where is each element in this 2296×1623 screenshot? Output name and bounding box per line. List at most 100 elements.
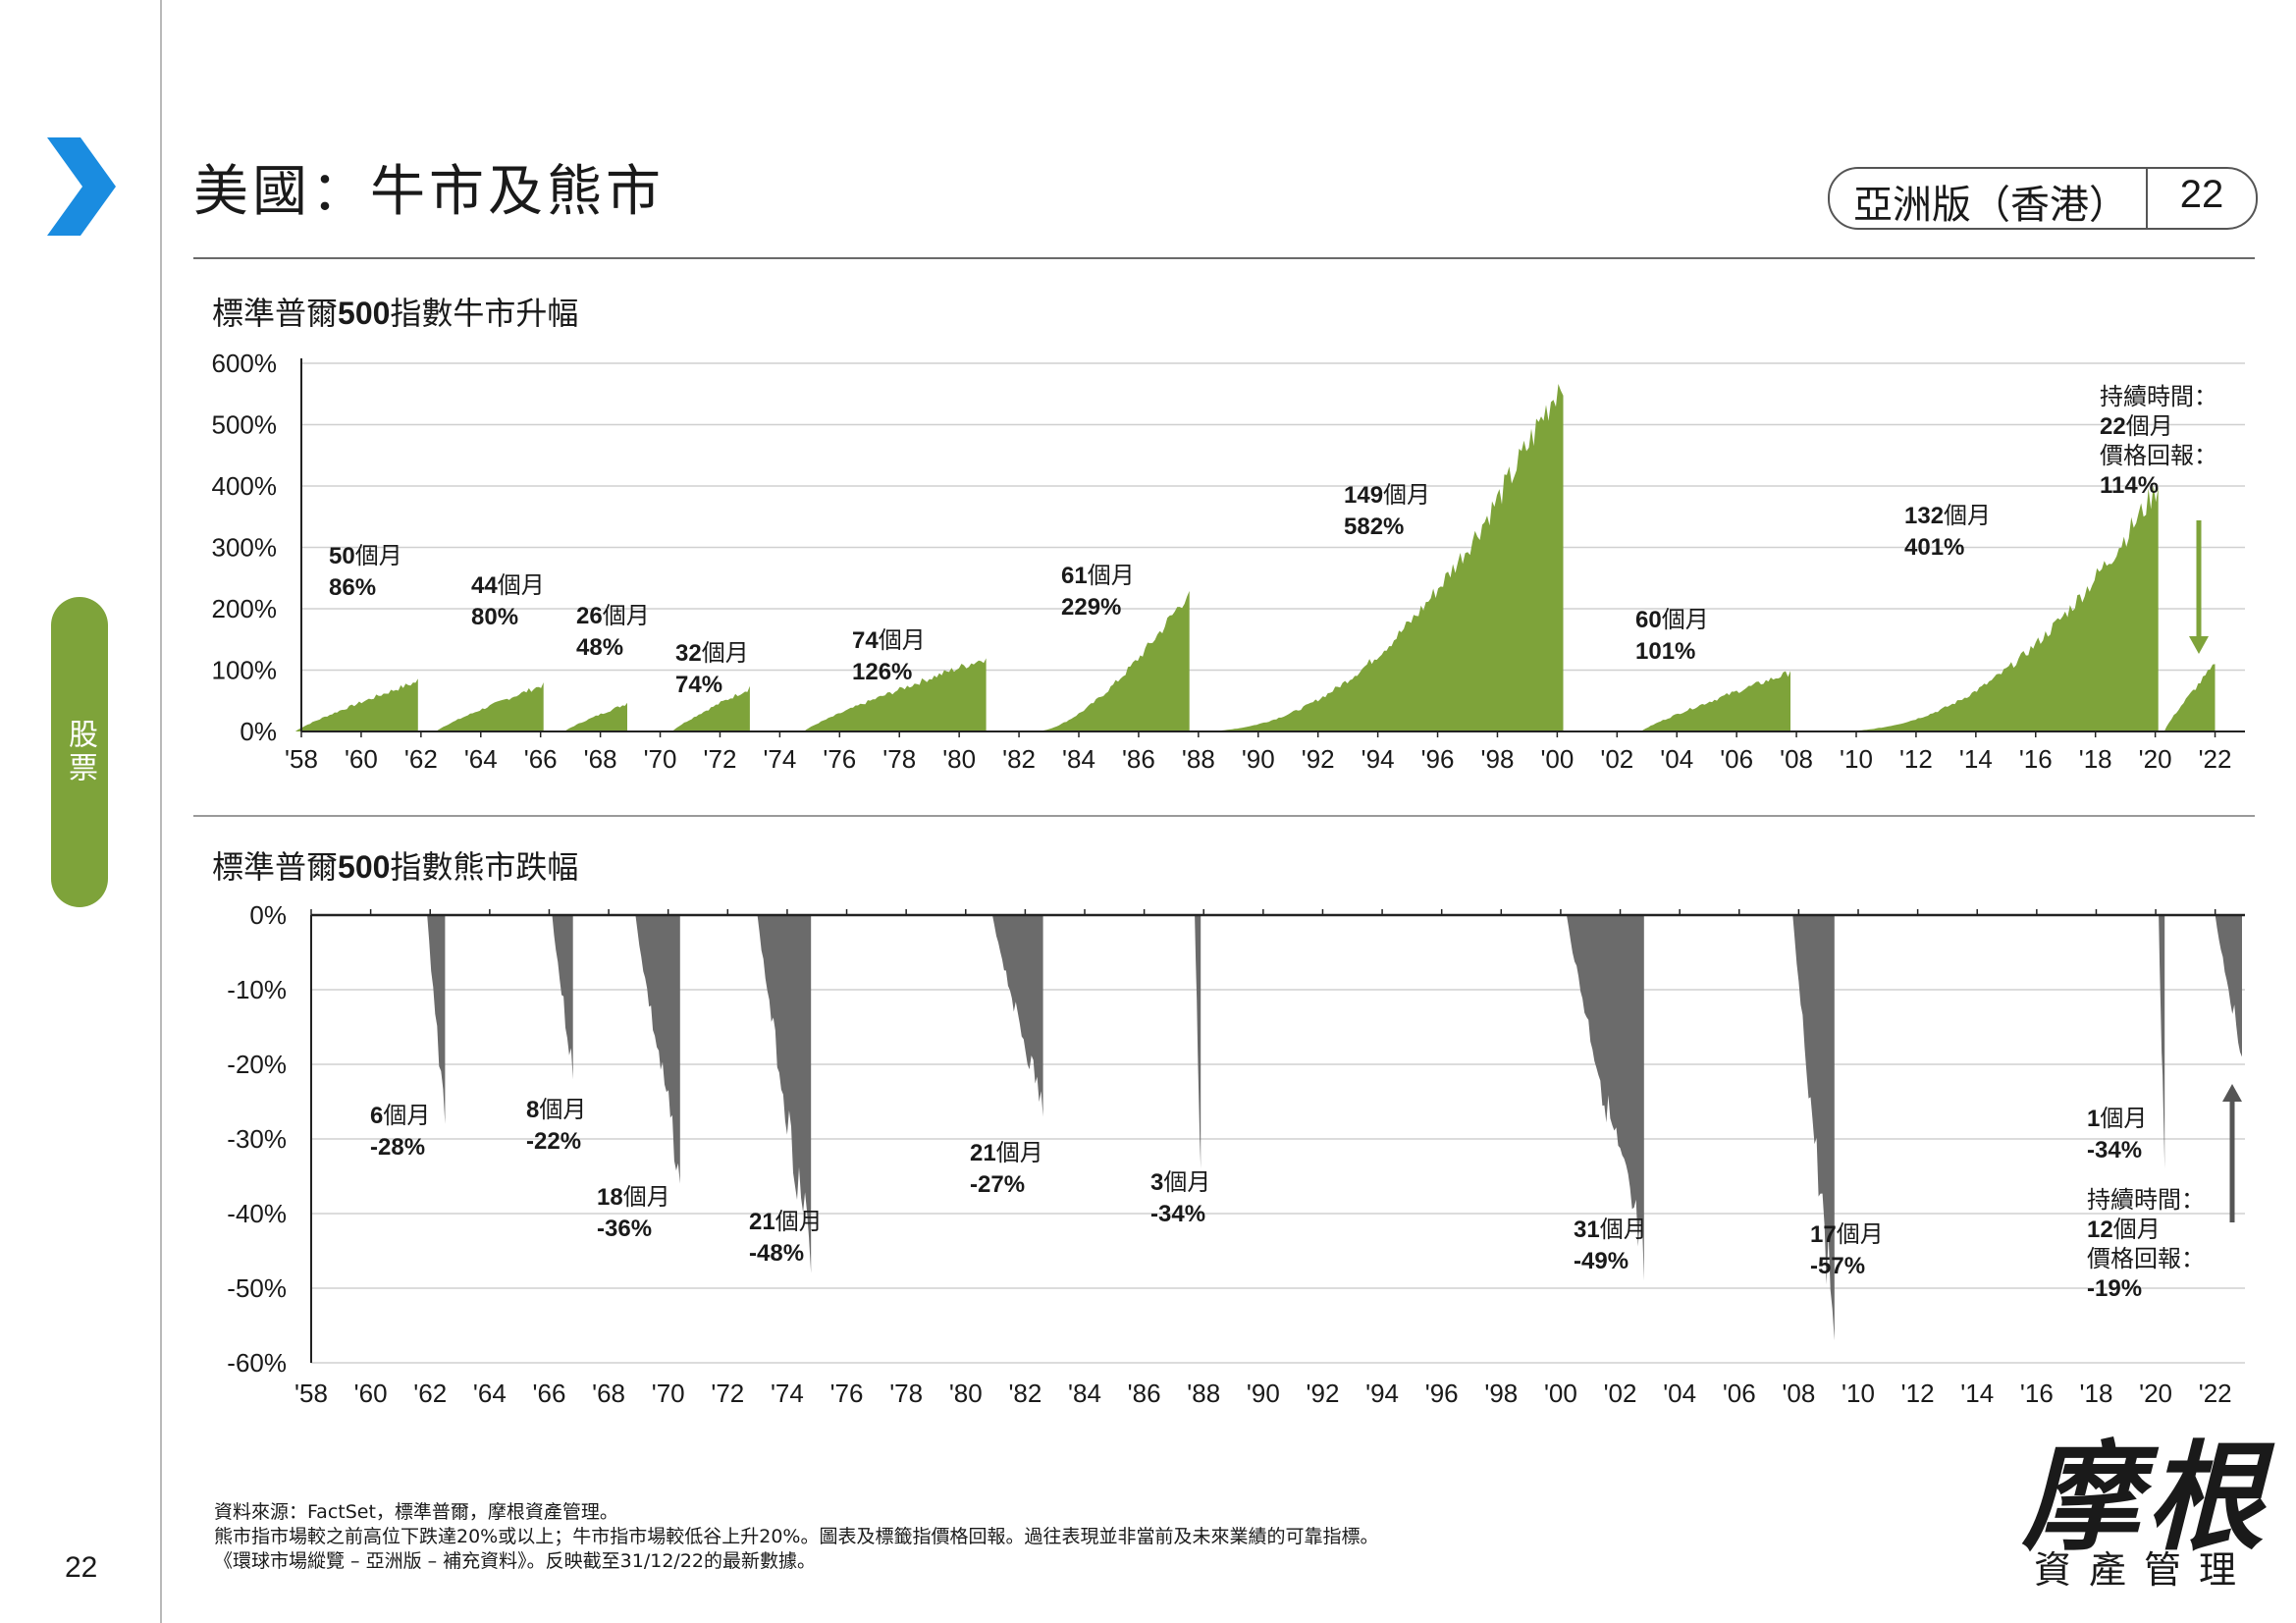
bull-market-area — [1640, 671, 1790, 731]
bear-chart-title: 標準普爾500指數熊市跌幅 — [212, 848, 579, 886]
bear-return-label: -57% — [1810, 1253, 1865, 1279]
bear-return-label: -27% — [970, 1171, 1025, 1198]
x-tick-label: '16 — [2019, 744, 2053, 774]
source-notes: 資料來源：FactSet，標準普爾，摩根資產管理。 熊市指市場較之前高位下跌達2… — [214, 1500, 1378, 1574]
annotation-return-heading: 價格回報： — [2087, 1246, 2205, 1272]
definition-line: 熊市指市場較之前高位下跌達20%或以上；牛市指市場較低谷上升20%。圖表及標籤指… — [214, 1526, 1379, 1547]
bear-return-label: -22% — [526, 1128, 581, 1155]
x-tick-label: '88 — [1187, 1379, 1220, 1408]
y-tick-label: -50% — [227, 1273, 287, 1303]
x-tick-label: '58 — [285, 744, 318, 774]
x-tick-label: '74 — [771, 1379, 804, 1408]
brand-logo-subtitle: 資產管理 — [2034, 1548, 2255, 1592]
bull-market-area — [671, 685, 750, 731]
x-tick-label: '86 — [1128, 1379, 1161, 1408]
annotation-return-heading: 價格回報： — [2100, 443, 2217, 469]
bear-duration-label: 6個月 — [370, 1102, 430, 1129]
bear-return-label: -48% — [749, 1240, 804, 1267]
page-number: 22 — [65, 1551, 98, 1584]
x-tick-label: '80 — [949, 1379, 983, 1408]
badge-page-number: 22 — [2179, 173, 2224, 216]
bull-duration-label: 61個月 — [1061, 562, 1135, 589]
bull-return-label: 126% — [852, 659, 912, 685]
bear-return-label: -36% — [597, 1216, 652, 1242]
bull-market-area — [564, 702, 627, 731]
bull-return-label: 80% — [471, 604, 518, 630]
bear-duration-label: 18個月 — [597, 1183, 670, 1211]
x-tick-label: '06 — [1720, 744, 1753, 774]
edition-label: 亞洲版（香港） — [1853, 183, 2128, 228]
x-tick-label: '70 — [652, 1379, 685, 1408]
x-tick-label: '86 — [1122, 744, 1155, 774]
bear-duration-label: 3個月 — [1150, 1168, 1210, 1196]
bear-market-area — [1195, 915, 1201, 1169]
bear-market-chart: 0% -10% -20% -30% -40% -50% -60% 6個月 -28% 8個月 -22%… — [227, 900, 2245, 1408]
x-tick-label: '70 — [644, 744, 677, 774]
x-tick-label: '14 — [1960, 1379, 1994, 1408]
bear-market-area — [2159, 915, 2165, 1169]
left-divider — [160, 0, 162, 1623]
bull-duration-label: 50個月 — [329, 542, 402, 569]
x-tick-label: '82 — [1008, 1379, 1041, 1408]
bear-duration-label: 31個月 — [1574, 1216, 1647, 1243]
bull-market-area — [436, 682, 544, 731]
x-tick-label: '58 — [294, 1379, 328, 1408]
bear-market-area — [635, 915, 680, 1184]
bull-market-area — [1195, 384, 1564, 731]
x-tick-label: '76 — [823, 744, 856, 774]
x-tick-label: '20 — [2139, 744, 2172, 774]
bear-market-area — [757, 915, 812, 1273]
bull-duration-label: 60個月 — [1635, 606, 1709, 633]
bull-market-area — [1037, 590, 1190, 731]
bear-market-area — [2215, 915, 2242, 1057]
x-tick-label: '72 — [711, 1379, 744, 1408]
y-tick-label: 0% — [240, 717, 277, 746]
x-tick-label: '08 — [1782, 1379, 1815, 1408]
bull-duration-label: 44個月 — [471, 571, 545, 599]
y-tick-label: 0% — [249, 900, 287, 930]
section-tab-equities[interactable]: 股票 — [51, 597, 108, 907]
bear-duration-label: 17個月 — [1810, 1220, 1884, 1248]
x-tick-label: '08 — [1780, 744, 1813, 774]
x-tick-label: '66 — [524, 744, 558, 774]
x-tick-label: '12 — [1901, 1379, 1935, 1408]
y-tick-label: -10% — [227, 975, 287, 1004]
y-tick-label: 400% — [212, 471, 278, 501]
bear-return-label: -34% — [1150, 1201, 1205, 1227]
source-line: 資料來源：FactSet，標準普爾，摩根資產管理。 — [214, 1501, 618, 1523]
x-tick-label: '82 — [1002, 744, 1036, 774]
bear-return-label: -34% — [2087, 1137, 2142, 1163]
y-tick-label: 300% — [212, 533, 278, 563]
x-tick-label: '62 — [413, 1379, 447, 1408]
header-rule — [193, 257, 2255, 259]
bull-duration-label: 74個月 — [852, 626, 926, 654]
bull-duration-label: 32個月 — [675, 639, 749, 667]
x-tick-label: '60 — [354, 1379, 388, 1408]
x-tick-label: '60 — [345, 744, 378, 774]
bull-market-area — [294, 678, 418, 731]
bull-chart-title: 標準普爾500指數牛市升幅 — [212, 295, 579, 332]
x-tick-label: '90 — [1247, 1379, 1280, 1408]
bull-duration-label: 132個月 — [1904, 502, 1991, 529]
x-tick-label: '62 — [404, 744, 438, 774]
bull-return-label: 582% — [1344, 514, 1404, 540]
chevron-right-icon — [47, 137, 116, 236]
x-tick-label: '80 — [942, 744, 976, 774]
x-tick-label: '16 — [2020, 1379, 2054, 1408]
x-tick-label: '94 — [1362, 744, 1395, 774]
section-tab-label: 股票 — [64, 719, 96, 785]
bear-market-area — [992, 915, 1043, 1117]
x-tick-label: '02 — [1600, 744, 1633, 774]
bear-market-area — [427, 915, 446, 1124]
x-tick-label: '88 — [1182, 744, 1215, 774]
x-tick-label: '66 — [533, 1379, 566, 1408]
annotation-duration-value: 12個月 — [2087, 1216, 2161, 1243]
bull-return-label: 48% — [576, 634, 623, 661]
x-tick-label: '64 — [473, 1379, 507, 1408]
x-tick-label: '96 — [1425, 1379, 1459, 1408]
brand-logo: 摩根 — [2022, 1429, 2269, 1567]
y-tick-label: -30% — [227, 1124, 287, 1154]
bull-return-label: 74% — [675, 672, 722, 698]
annotation-return-value: -19% — [2087, 1275, 2142, 1302]
annotation-duration-heading: 持續時間： — [2087, 1187, 2205, 1214]
